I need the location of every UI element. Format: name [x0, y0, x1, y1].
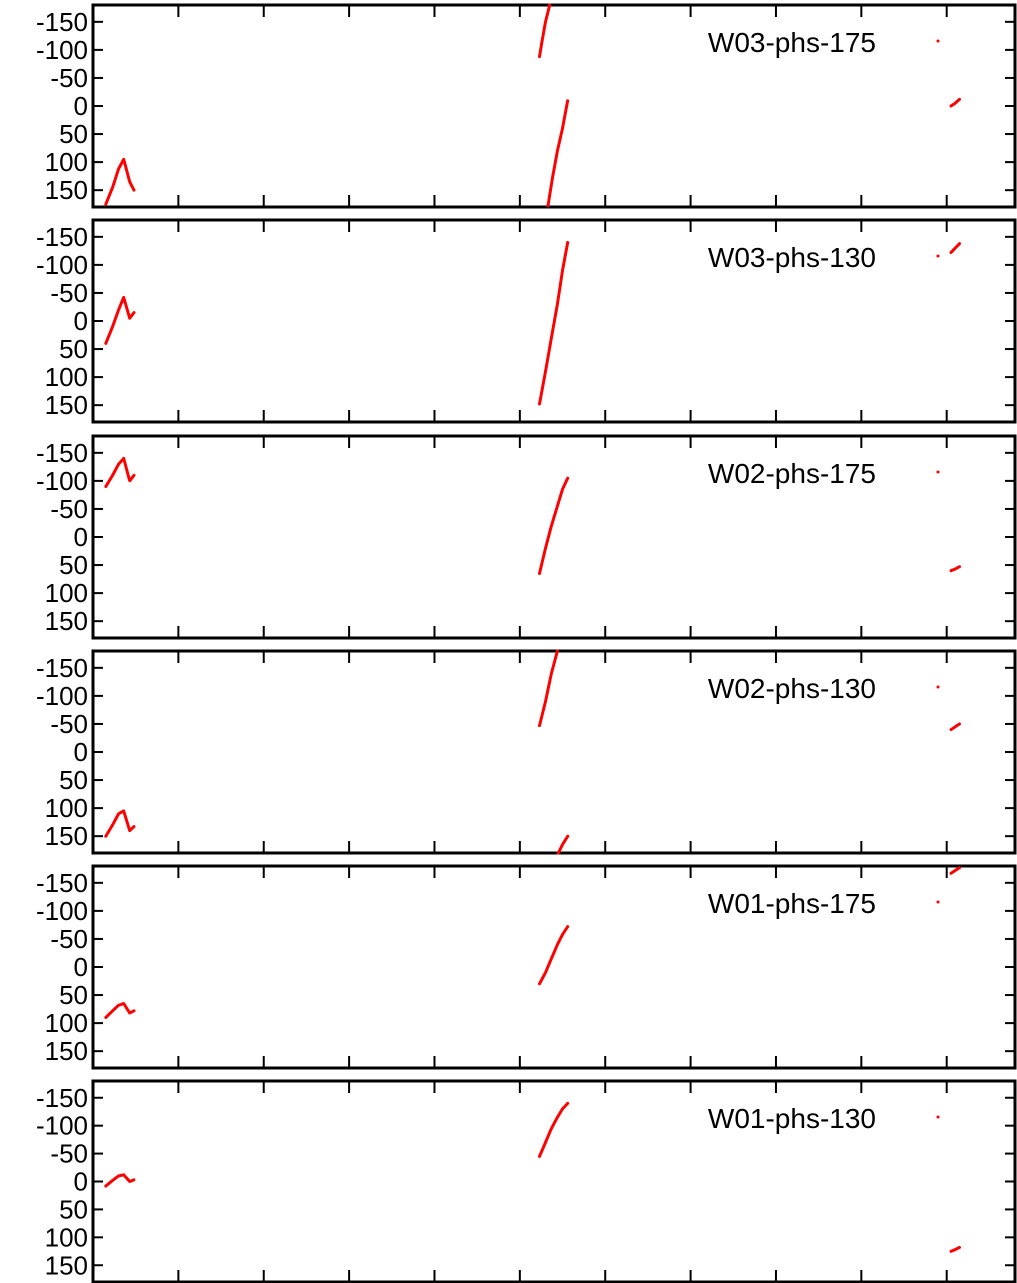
legend-label: W02-phs-130 [708, 673, 876, 704]
y-tick-label: 0 [74, 91, 88, 121]
y-tick-label: -50 [50, 1139, 88, 1169]
y-tick-label: 150 [45, 175, 88, 205]
legend-marker [936, 470, 940, 474]
y-tick-label: 0 [74, 306, 88, 336]
data-series-segment [538, 925, 570, 986]
y-tick-label: 50 [59, 765, 88, 795]
data-series-segment [538, 476, 570, 575]
legend-label: W02-phs-175 [708, 458, 876, 489]
y-tick-label: -50 [50, 63, 88, 93]
data-series-segment [538, 649, 559, 728]
y-tick-label: -100 [36, 250, 88, 280]
plot-frame [91, 1079, 1017, 1283]
y-tick-label: 100 [45, 793, 88, 823]
data-series-segment [949, 242, 961, 254]
y-tick-label: -150 [36, 1083, 88, 1113]
data-series-segment [949, 1245, 961, 1253]
y-tick-label: 100 [45, 578, 88, 608]
y-tick-label: -100 [36, 35, 88, 65]
y-tick-label: 100 [45, 1222, 88, 1252]
y-tick-label: -150 [36, 222, 88, 252]
data-series-segment [104, 157, 136, 206]
legend-label: W01-phs-175 [708, 888, 876, 919]
legend-marker [936, 1115, 940, 1119]
y-tick-label: -100 [36, 896, 88, 926]
data-series-segment [538, 240, 570, 406]
y-tick-label: -50 [50, 709, 88, 739]
data-series-segment [538, 3, 552, 59]
y-tick-label: 100 [45, 362, 88, 392]
y-tick-label: 150 [45, 1036, 88, 1066]
y-tick-label: -150 [36, 7, 88, 37]
data-series-segment [104, 1002, 136, 1019]
y-tick-label: -100 [36, 681, 88, 711]
y-tick-label: -100 [36, 1111, 88, 1141]
data-series-segment [949, 565, 961, 573]
y-tick-label: 0 [74, 1167, 88, 1197]
data-series-segment [538, 1101, 570, 1158]
y-tick-label: 150 [45, 390, 88, 420]
y-tick-label: -50 [50, 924, 88, 954]
plot-frame [91, 649, 1017, 855]
legend-marker [936, 254, 940, 258]
data-series-segment [104, 456, 136, 488]
y-tick-label: 0 [74, 737, 88, 767]
data-series-segment [949, 722, 961, 732]
y-tick-label: 150 [45, 606, 88, 636]
y-tick-label: -100 [36, 466, 88, 496]
plot-frame [91, 864, 1017, 1070]
y-tick-label: 50 [59, 119, 88, 149]
legend-marker [936, 900, 940, 904]
y-tick-label: 50 [59, 550, 88, 580]
data-series-segment [104, 809, 136, 838]
data-series-segment [949, 866, 961, 875]
data-series-segment [104, 295, 136, 345]
y-tick-label: -150 [36, 868, 88, 898]
y-tick-label: -50 [50, 494, 88, 524]
data-series-segment [104, 1173, 136, 1188]
y-tick-label: 100 [45, 1008, 88, 1038]
y-tick-label: 150 [45, 821, 88, 851]
y-tick-label: 50 [59, 1194, 88, 1224]
y-tick-label: 100 [45, 147, 88, 177]
data-series-segment [556, 834, 570, 855]
data-series-segment [546, 98, 570, 208]
y-tick-label: 0 [74, 952, 88, 982]
legend-label: W01-phs-130 [708, 1103, 876, 1134]
legend-marker [936, 685, 940, 689]
y-tick-label: -150 [36, 438, 88, 468]
y-tick-label: 0 [74, 522, 88, 552]
y-tick-label: -150 [36, 653, 88, 683]
y-tick-label: 150 [45, 1250, 88, 1280]
legend-label: W03-phs-130 [708, 242, 876, 273]
legend-marker [936, 39, 940, 43]
y-tick-label: 50 [59, 334, 88, 364]
y-tick-label: 50 [59, 980, 88, 1010]
data-series-segment [949, 97, 961, 108]
plot-frame [91, 434, 1017, 640]
legend-label: W03-phs-175 [708, 27, 876, 58]
y-tick-label: -50 [50, 278, 88, 308]
